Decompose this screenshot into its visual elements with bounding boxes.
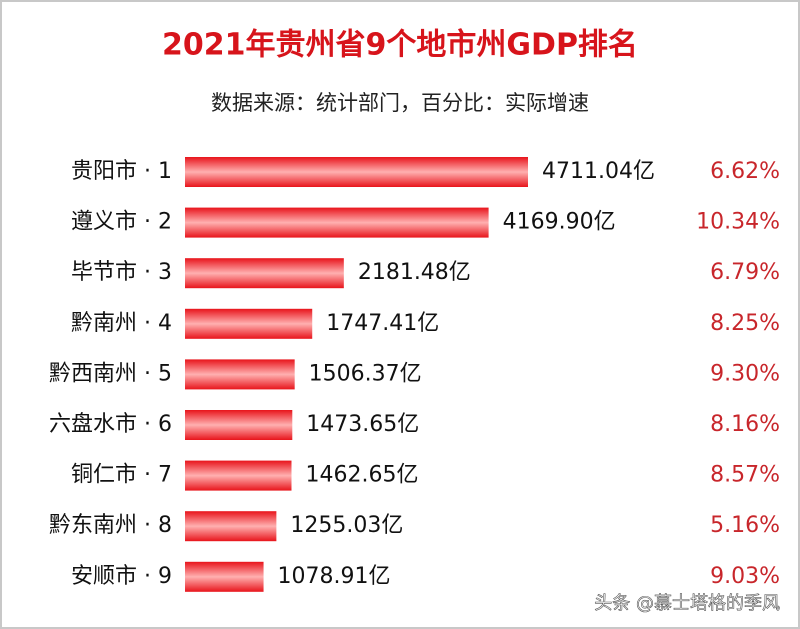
chart-subtitle: 数据来源：统计部门，百分比：实际增速 [211,91,589,115]
bar [185,561,264,592]
category-label: 贵阳市 · 1 [71,159,172,184]
bar [185,207,489,238]
growth-label: 9.30% [710,361,780,386]
category-label: 黔东南州 · 8 [49,513,172,538]
value-label: 2181.48亿 [358,260,471,285]
category-label: 黔西南州 · 5 [49,361,172,386]
value-label: 1462.65亿 [305,463,418,488]
category-label: 毕节市 · 3 [71,260,172,285]
growth-label: 10.34% [696,210,780,235]
category-label: 六盘水市 · 6 [49,412,172,437]
growth-label: 8.57% [710,463,780,488]
watermark: 头条 @慕士塔格的季风 [594,593,780,614]
value-label: 1747.41亿 [326,311,439,336]
growth-label: 8.16% [710,412,780,437]
value-label: 4169.90亿 [503,210,616,235]
bar [185,308,313,339]
growth-label: 8.25% [710,311,780,336]
bar [185,511,277,542]
bar [185,258,344,289]
bar [185,157,528,187]
bar [185,410,293,440]
bar [185,359,295,390]
category-label: 遵义市 · 2 [71,210,172,235]
value-label: 1506.37亿 [309,361,422,386]
bar [185,460,292,491]
growth-label: 5.16% [710,513,780,538]
chart-title: 2021年贵州省9个地市州GDP排名 [162,28,638,63]
growth-label: 9.03% [710,564,780,589]
category-label: 黔南州 · 4 [71,311,172,336]
value-label: 1255.03亿 [290,513,403,538]
growth-label: 6.79% [710,260,780,285]
growth-label: 6.62% [710,159,780,184]
value-label: 1473.65亿 [306,412,419,437]
value-label: 4711.04亿 [542,159,655,184]
category-label: 铜仁市 · 7 [71,463,172,488]
category-label: 安顺市 · 9 [71,564,172,589]
value-label: 1078.91亿 [278,564,391,589]
